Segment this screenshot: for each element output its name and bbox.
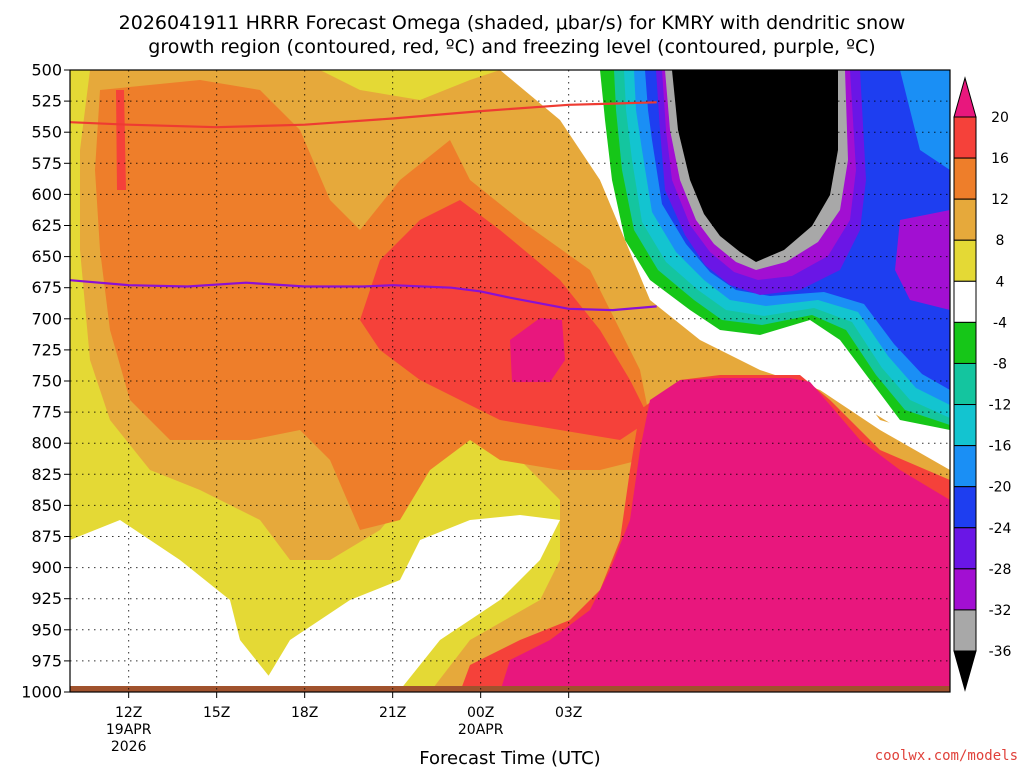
colorbar-tick-label: -24 [989, 521, 1012, 537]
y-tick-label: 650 [31, 247, 62, 266]
freezing-level-contour [70, 279, 657, 312]
colorbar-swatch [953, 486, 977, 529]
x-tick-date: 19APR [106, 722, 152, 738]
x-tick-label: 18Z [291, 705, 318, 721]
band-above-20-max-upper [510, 318, 565, 382]
band-below-minus36 [672, 70, 838, 262]
y-tick-label: 825 [31, 465, 62, 484]
colorbar-tick-label: 12 [991, 192, 1009, 208]
contour-lines [70, 101, 657, 312]
colorbar-tick-label: -12 [989, 398, 1012, 414]
y-tick-label: 625 [31, 216, 62, 235]
colorbar-swatch [953, 198, 977, 241]
colorbar-swatch [953, 116, 977, 159]
y-tick-label: 850 [31, 496, 62, 515]
omega-shaded-field [70, 70, 950, 692]
band-above-20-max-lower [500, 378, 950, 692]
white-hole-lower-left [70, 520, 280, 690]
y-tick-label: 600 [31, 185, 62, 204]
colorbar-tick-label: -4 [993, 315, 1007, 331]
y-tick-label: 900 [31, 558, 62, 577]
colorbar-swatch [953, 239, 977, 282]
colorbar-tick-label: 20 [991, 110, 1009, 126]
y-tick-label: 975 [31, 651, 62, 670]
colorbar-swatch [953, 280, 977, 323]
colorbar-swatch [953, 362, 977, 406]
colorbar-swatch [953, 321, 977, 364]
surface-strip [70, 686, 950, 692]
y-tick-label: 725 [31, 340, 62, 359]
y-tick-label: 700 [31, 309, 62, 328]
credit-link[interactable]: coolwx.com/models [875, 748, 1018, 764]
x-tick-label: 03Z [555, 705, 582, 721]
colorbar-tick-label: -20 [989, 480, 1012, 496]
chart-title-line1: 2026041911 HRRR Forecast Omega (shaded, … [119, 12, 906, 34]
x-tick-year: 2026 [111, 739, 147, 755]
colorbar-swatch [953, 445, 977, 488]
y-tick-label: 500 [31, 61, 62, 80]
colorbar-tick-label: -16 [989, 439, 1012, 455]
colorbar-tick-label: 4 [996, 274, 1005, 290]
colorbar-tick-label: 16 [991, 151, 1009, 167]
band-minus28-to-minus32-right [895, 210, 950, 310]
y-tick-label: 1000 [21, 683, 62, 702]
grid-lines [70, 70, 950, 692]
x-tick-label: 12Z [115, 705, 142, 721]
colorbar-min-triangle [953, 650, 977, 692]
band-16-to-20 [360, 200, 650, 440]
x-tick-label: 21Z [379, 705, 406, 721]
colorbar-tick-label: -36 [989, 644, 1012, 660]
y-tick-label: 575 [31, 154, 62, 173]
colorbar-swatch [953, 527, 977, 570]
x-axis-label: Forecast Time (UTC) [419, 748, 600, 768]
x-tick-label: 15Z [203, 705, 230, 721]
y-tick-label: 875 [31, 527, 62, 546]
y-tick-label: 550 [31, 123, 62, 142]
y-tick-label: 675 [31, 278, 62, 297]
colorbar-tick-label: -8 [993, 356, 1007, 372]
white-hole-right-mid [600, 180, 950, 470]
colorbar-swatch [953, 568, 977, 611]
colorbar-max-triangle [953, 76, 977, 118]
y-tick-label: 925 [31, 589, 62, 608]
colorbar-tick-label: 8 [996, 233, 1005, 249]
colorbar: 20 16 12 8 4 -4 -8 -12 -16 -20 -24 -28 -32 -36 [953, 76, 1012, 692]
y-tick-label: 525 [31, 92, 62, 111]
colorbar-swatch [953, 404, 977, 447]
x-tick-date: 20APR [458, 722, 504, 738]
band-16-to-20-thin-top [116, 90, 126, 190]
dendritic-growth-contour [70, 101, 657, 129]
colorbar-tick-label: -32 [989, 603, 1012, 619]
x-tick-label: 00Z [467, 705, 494, 721]
y-tick-label: 950 [31, 620, 62, 639]
colorbar-tick-label: -28 [989, 562, 1012, 578]
white-hole-top [500, 70, 615, 160]
colorbar-swatch [953, 157, 977, 200]
y-tick-label: 775 [31, 403, 62, 422]
y-tick-label: 750 [31, 372, 62, 391]
y-tick-label: 800 [31, 434, 62, 453]
y-axis: 500 525 550 575 600 625 650 675 700 725 750 775 800 8… [21, 61, 70, 702]
chart-title-line2: growth region (contoured, red, ºC) and f… [148, 36, 875, 58]
colorbar-swatch [953, 609, 977, 652]
white-hole-bottom-middle [260, 515, 560, 690]
